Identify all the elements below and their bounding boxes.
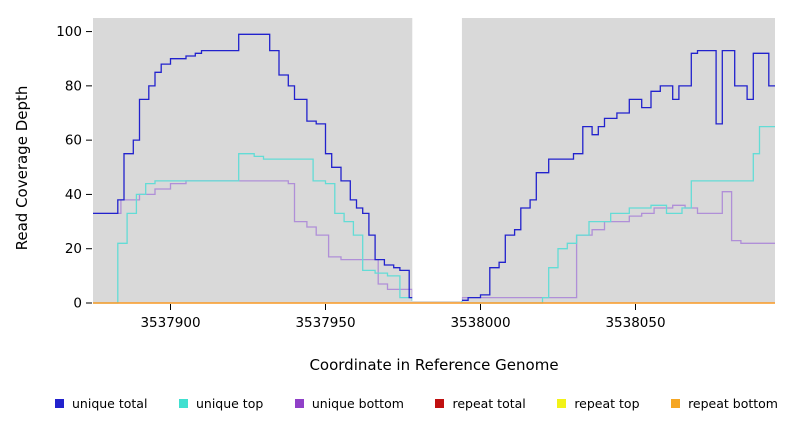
legend-swatch-icon [55, 399, 64, 408]
y-tick-label: 100 [56, 24, 82, 40]
chart-canvas: 3537900 3537950 3538000 3538050 0 20 40 60 80 100 [56, 13, 775, 331]
legend: unique total unique top unique bottom repea… [0, 396, 792, 411]
legend-item-repeat-bottom: repeat bottom [671, 396, 778, 411]
y-tick-label: 40 [65, 187, 82, 203]
legend-label: unique bottom [311, 396, 404, 411]
legend-swatch-icon [435, 399, 445, 408]
legend-swatch-icon [178, 399, 188, 408]
legend-swatch-icon [294, 399, 304, 408]
legend-swatch-icon [671, 399, 681, 408]
x-tick-label: 3538050 [605, 315, 665, 331]
legend-label: unique total [72, 396, 148, 411]
x-tick-label: 3538000 [450, 315, 510, 331]
x-axis-title: Coordinate in Reference Genome [309, 356, 559, 374]
legend-label: unique top [195, 396, 264, 411]
legend-label: repeat total [452, 396, 526, 411]
legend-item-repeat-top: repeat top [557, 396, 640, 411]
legend-item-unique-top: unique top [178, 396, 264, 411]
legend-swatch-icon [557, 399, 567, 408]
x-tick-label: 3537900 [140, 315, 200, 331]
legend-item-repeat-total: repeat total [435, 396, 526, 411]
y-axis-title: Read Coverage Depth [13, 85, 31, 251]
y-tick-label: 20 [65, 241, 82, 257]
legend-item-unique-total: unique total [55, 396, 147, 411]
y-tick-label: 80 [65, 78, 82, 94]
y-tick-label: 0 [73, 296, 82, 312]
x-tick-label: 3537950 [295, 315, 355, 331]
legend-item-unique-bottom: unique bottom [294, 396, 404, 411]
series-unique-top [93, 125, 775, 304]
legend-label: repeat top [574, 396, 640, 411]
missing-data-gap [412, 13, 462, 301]
legend-label: repeat bottom [688, 396, 778, 411]
y-tick-label: 60 [65, 133, 82, 149]
